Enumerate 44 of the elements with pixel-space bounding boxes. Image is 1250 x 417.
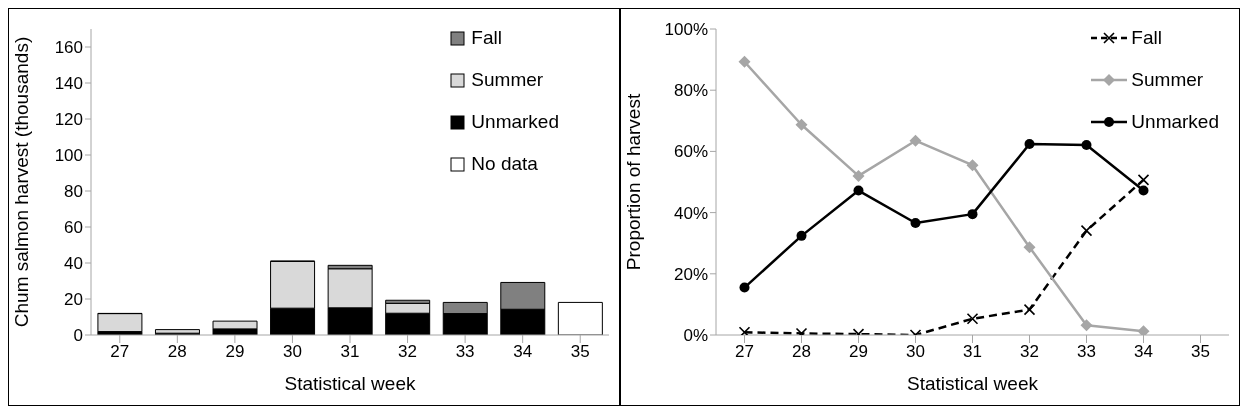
y-tick-label: 100% (664, 20, 708, 40)
x-axis-title: Statistical week (907, 373, 1039, 395)
legend-label: Summer (1131, 69, 1204, 91)
y-tick-label: 0 (73, 326, 83, 346)
x-tick-label: 27 (110, 342, 130, 362)
x-tick-label: 35 (570, 342, 590, 362)
x-tick-label: 31 (340, 342, 360, 362)
y-tick-label: 20% (673, 264, 708, 284)
x-tick-label: 31 (963, 342, 982, 362)
legend-label: Summer (471, 69, 544, 91)
y-tick-label: 60% (673, 142, 708, 162)
x-tick-label: 34 (1134, 342, 1153, 362)
legend-label: Unmarked (1131, 111, 1219, 133)
x-tick-label: 34 (513, 342, 533, 362)
y-tick-label: 100 (54, 146, 83, 166)
legend-label: No data (471, 153, 538, 175)
legend-label: Fall (471, 27, 502, 49)
x-axis-title: Statistical week (284, 373, 416, 395)
y-tick-label: 120 (54, 110, 83, 130)
legend-label: Fall (1131, 27, 1162, 49)
y-axis-title: Chum salmon harvest (thousands) (10, 36, 32, 328)
x-tick-label: 32 (1020, 342, 1039, 362)
x-tick-label: 32 (398, 342, 418, 362)
y-tick-label: 20 (64, 290, 83, 310)
y-tick-label: 0% (683, 326, 708, 346)
legend-label: Unmarked (471, 111, 559, 133)
x-tick-label: 29 (849, 342, 868, 362)
x-tick-label: 27 (735, 342, 754, 362)
y-axis-title: Proportion of harvest (622, 93, 644, 271)
y-tick-label: 160 (54, 38, 83, 58)
x-tick-label: 28 (792, 342, 811, 362)
y-tick-label: 80 (64, 182, 83, 202)
y-tick-label: 80% (673, 81, 708, 101)
x-tick-label: 29 (225, 342, 245, 362)
x-tick-label: 30 (906, 342, 925, 362)
x-tick-label: 28 (167, 342, 187, 362)
y-tick-label: 40 (64, 254, 83, 274)
y-tick-label: 140 (54, 74, 83, 94)
x-tick-label: 35 (1191, 342, 1210, 362)
x-tick-label: 33 (455, 342, 475, 362)
x-tick-label: 30 (282, 342, 302, 362)
x-tick-label: 33 (1077, 342, 1096, 362)
y-tick-label: 60 (64, 218, 83, 238)
y-tick-label: 40% (673, 203, 708, 223)
